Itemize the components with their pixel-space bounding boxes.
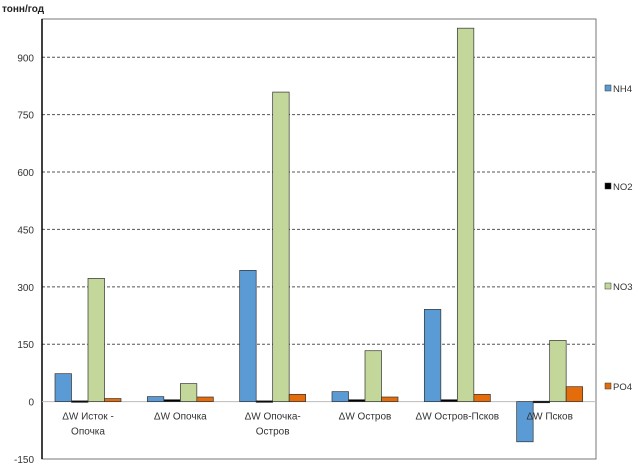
- legend-swatch-no2: [604, 182, 612, 190]
- bar-no2: [255, 400, 274, 403]
- bar-no2: [163, 399, 181, 402]
- legend-label-no3: NO3: [613, 282, 633, 293]
- bar-no3: [364, 350, 382, 402]
- bar-no2: [440, 399, 458, 402]
- x-tick-label: ΔW Остров: [339, 412, 392, 423]
- legend-label-no2: NO2: [613, 182, 633, 193]
- y-axis-label: тонн/год: [2, 4, 45, 15]
- bar-nh4: [516, 401, 534, 443]
- plot-border: [41, 18, 597, 460]
- bar-no3: [179, 383, 198, 402]
- y-tick-label: 150: [17, 340, 34, 351]
- legend-swatch-nh4: [604, 84, 612, 92]
- legend-swatch-no3: [604, 282, 612, 290]
- x-tick-label: ΔW Псков: [526, 412, 572, 423]
- bar-po4: [565, 386, 584, 402]
- bar-nh4: [331, 391, 349, 402]
- bar-po4: [473, 393, 491, 402]
- x-tick-label: Остров: [256, 427, 290, 438]
- bar-no3: [456, 27, 475, 402]
- x-tick-label: ΔW Опочка-: [245, 412, 301, 423]
- legend-label-po4: PO4: [613, 382, 632, 393]
- x-tick-label: ΔW Остров-Псков: [416, 412, 500, 423]
- legend-label-nh4: NH4: [613, 84, 632, 95]
- legend-swatch-po4: [604, 382, 612, 390]
- bar-po4: [196, 396, 214, 402]
- bar-po4: [288, 393, 307, 402]
- bar-nh4: [239, 270, 257, 402]
- x-tick-label: ΔW Опочка: [154, 412, 207, 423]
- bar-no3: [272, 91, 290, 402]
- y-tick-label: -150: [14, 455, 34, 466]
- bar-po4: [381, 396, 399, 402]
- bar-nh4: [54, 373, 72, 402]
- y-tick-label: 0: [28, 398, 34, 409]
- bar-nh4: [423, 309, 442, 402]
- bar-no2: [532, 400, 551, 404]
- y-tick-label: 450: [17, 225, 34, 236]
- bar-no2: [348, 399, 366, 402]
- bar-no2: [71, 400, 89, 403]
- y-tick-label: 600: [17, 168, 34, 179]
- y-tick-label: 300: [17, 283, 34, 294]
- bar-po4: [104, 398, 122, 402]
- y-tick-label: 750: [17, 111, 34, 122]
- y-tick-label: 900: [17, 53, 34, 64]
- bar-nh4: [146, 396, 165, 402]
- bar-no3: [87, 278, 105, 402]
- bar-no3: [549, 340, 567, 402]
- x-tick-label: Опочка: [71, 427, 105, 438]
- x-tick-label: ΔW Исток -: [62, 412, 114, 423]
